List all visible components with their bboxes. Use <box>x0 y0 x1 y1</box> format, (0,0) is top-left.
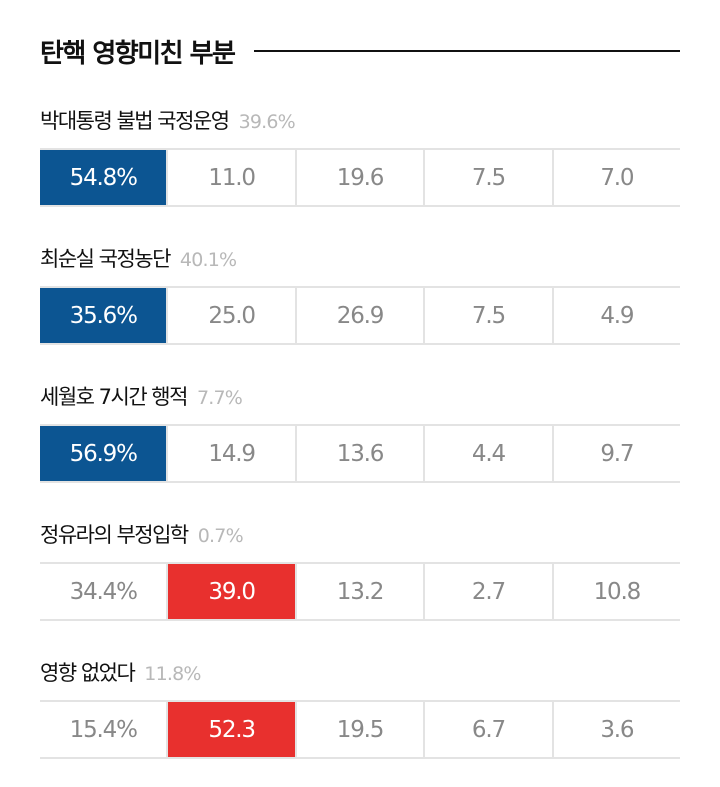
row-label: 박대통령 불법 국정운영 <box>40 109 230 133</box>
row-share: 39.6% <box>238 111 296 133</box>
value-cell: 35.6% <box>40 288 167 343</box>
row-cells: 34.4% 39.0 13.2 2.7 10.8 <box>40 562 680 621</box>
value-cell: 10.8 <box>551 564 680 619</box>
value-cell: 3.6 <box>551 702 680 757</box>
value-cell: 9.7 <box>551 426 680 481</box>
value-cell: 19.6 <box>294 150 423 205</box>
row-cells: 54.8% 11.0 19.6 7.5 7.0 <box>40 148 680 207</box>
row-label: 세월호 7시간 행적 <box>40 385 188 409</box>
value-cell: 7.0 <box>551 150 680 205</box>
row-section: 정유라의 부정입학 0.7% 34.4% 39.0 13.2 2.7 10.8 <box>40 519 680 621</box>
row-label: 최순실 국정농단 <box>40 247 171 271</box>
row-share: 0.7% <box>197 525 244 547</box>
value-cell: 14.9 <box>166 426 294 481</box>
value-cell: 19.5 <box>294 702 423 757</box>
row-cells: 56.9% 14.9 13.6 4.4 9.7 <box>40 424 680 483</box>
chart-title: 탄핵 영향미친 부분 <box>40 38 236 69</box>
value-cell: 6.7 <box>423 702 551 757</box>
value-cell: 15.4% <box>69 716 138 743</box>
row-cells: 15.4% 52.3 19.5 6.7 3.6 <box>40 700 680 759</box>
value-cell: 7.5 <box>423 288 551 343</box>
value-cell: 54.8% <box>40 150 167 205</box>
row-section: 박대통령 불법 국정운영 39.6% 54.8% 11.0 19.6 7.5 7… <box>40 105 680 207</box>
value-cell: 26.9 <box>294 288 423 343</box>
row-share: 7.7% <box>196 387 243 409</box>
value-cell: 25.0 <box>166 288 294 343</box>
row-share: 11.8% <box>144 663 201 685</box>
value-cell: 39.0 <box>166 564 295 619</box>
title-rule <box>254 50 680 52</box>
row-section: 최순실 국정농단 40.1% 35.6% 25.0 26.9 7.5 4.9 <box>40 243 680 345</box>
row-cells: 35.6% 25.0 26.9 7.5 4.9 <box>40 286 680 345</box>
row-label: 정유라의 부정입학 <box>40 523 189 547</box>
value-cell: 2.7 <box>423 564 551 619</box>
row-section: 영향 없었다 11.8% 15.4% 52.3 19.5 6.7 3.6 <box>40 657 680 759</box>
value-cell: 34.4% <box>69 578 138 605</box>
value-cell: 4.9 <box>551 288 680 343</box>
value-cell: 13.2 <box>294 564 423 619</box>
row-section: 세월호 7시간 행적 7.7% 56.9% 14.9 13.6 4.4 9.7 <box>40 381 680 483</box>
value-cell: 7.5 <box>423 150 551 205</box>
row-label: 영향 없었다 <box>40 661 136 685</box>
chart-header: 탄핵 영향미친 부분 <box>40 30 680 72</box>
value-cell: 4.4 <box>423 426 551 481</box>
row-share: 40.1% <box>179 249 237 271</box>
value-cell: 13.6 <box>294 426 423 481</box>
value-cell: 56.9% <box>40 426 167 481</box>
value-cell: 52.3 <box>166 702 295 757</box>
value-cell: 11.0 <box>166 150 294 205</box>
